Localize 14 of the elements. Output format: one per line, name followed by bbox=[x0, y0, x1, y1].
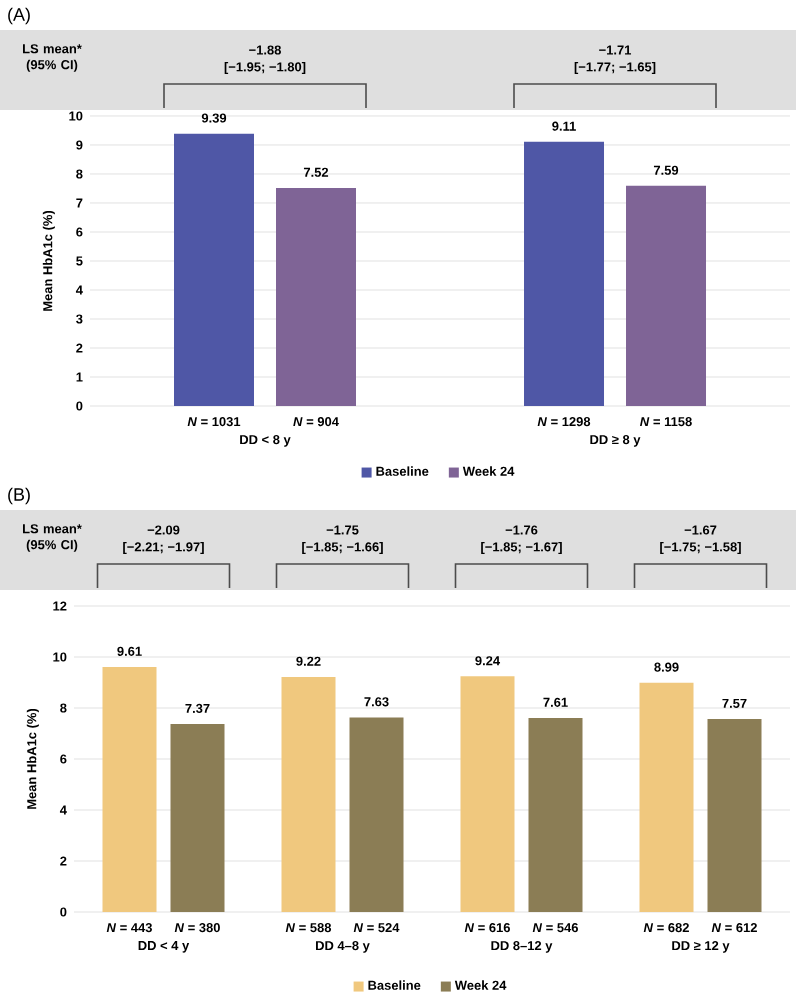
bar bbox=[349, 717, 404, 912]
bar bbox=[281, 676, 336, 912]
bar bbox=[707, 718, 762, 912]
bar bbox=[639, 682, 694, 912]
chart-title: (B) bbox=[8, 487, 30, 505]
bar bbox=[276, 187, 356, 406]
bar bbox=[102, 666, 157, 912]
chart-title: (A) bbox=[8, 7, 30, 25]
bar bbox=[528, 717, 583, 912]
bar bbox=[626, 185, 707, 406]
bar bbox=[174, 133, 254, 406]
bar bbox=[460, 676, 515, 912]
bar bbox=[524, 141, 605, 406]
bar bbox=[170, 724, 225, 912]
